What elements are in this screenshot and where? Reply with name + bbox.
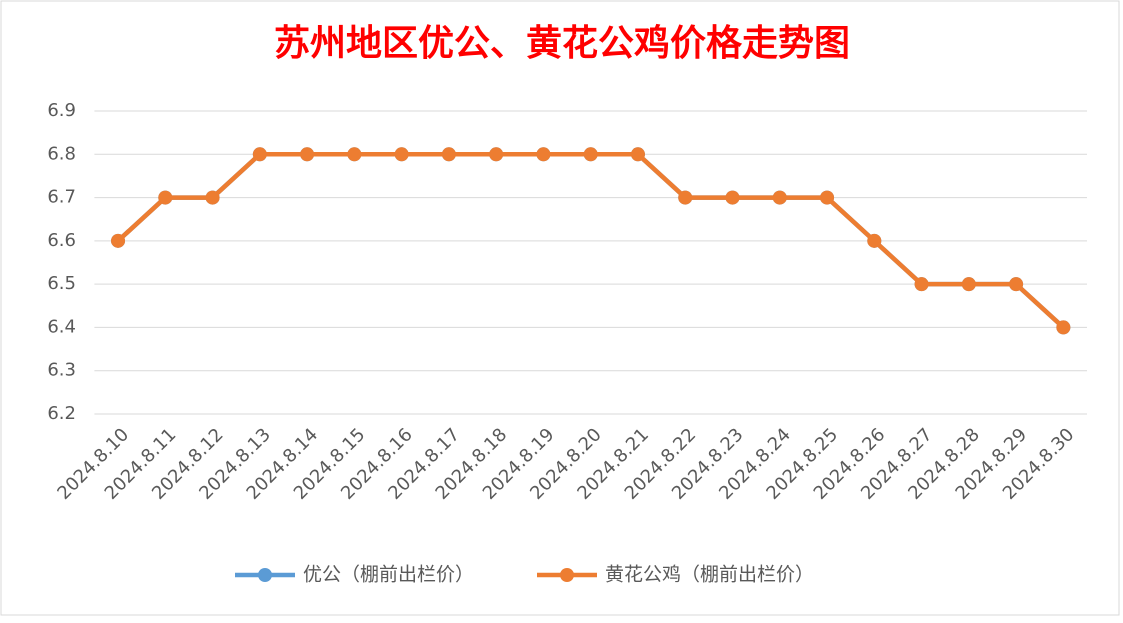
data-point xyxy=(961,277,976,292)
legend-marker xyxy=(560,568,574,582)
data-point xyxy=(205,190,220,205)
data-point xyxy=(300,147,315,162)
legend-marker xyxy=(258,568,272,582)
data-point xyxy=(678,190,693,205)
y-tick-label: 6.3 xyxy=(47,360,76,381)
y-tick-label: 6.4 xyxy=(47,316,76,337)
data-point xyxy=(252,147,267,162)
chart-title: 苏州地区优公、黄花公鸡价格走势图 xyxy=(274,22,850,64)
data-point xyxy=(820,190,835,205)
y-tick-label: 6.7 xyxy=(47,187,76,208)
data-point xyxy=(158,190,173,205)
data-point xyxy=(1009,277,1024,292)
data-point xyxy=(394,147,409,162)
data-point xyxy=(441,147,456,162)
y-tick-label: 6.5 xyxy=(47,273,76,294)
data-point xyxy=(725,190,740,205)
data-point xyxy=(583,147,598,162)
data-point xyxy=(630,147,645,162)
y-tick-label: 6.8 xyxy=(47,143,76,164)
data-point xyxy=(111,233,126,248)
data-point xyxy=(489,147,504,162)
data-point xyxy=(867,233,882,248)
y-tick-label: 6.6 xyxy=(47,230,76,251)
data-point xyxy=(536,147,551,162)
legend-label: 黄花公鸡（棚前出栏价） xyxy=(605,564,814,586)
y-tick-label: 6.9 xyxy=(47,100,76,121)
data-point xyxy=(772,190,787,205)
data-point xyxy=(347,147,362,162)
legend-label: 优公（棚前出栏价） xyxy=(303,564,474,586)
data-point xyxy=(914,277,929,292)
data-point xyxy=(1056,320,1071,335)
y-tick-label: 6.2 xyxy=(47,403,76,424)
